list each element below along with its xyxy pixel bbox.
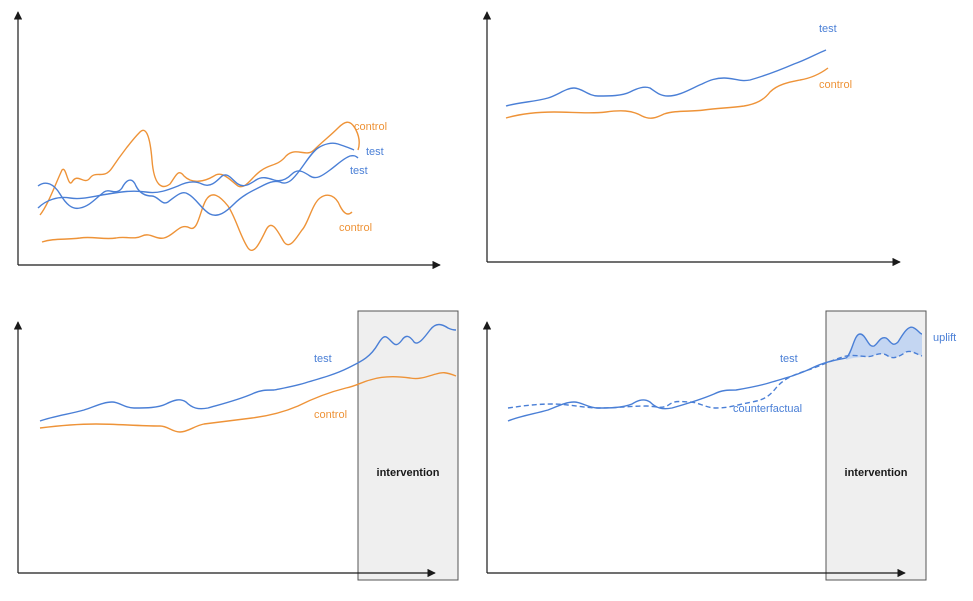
panel-2-label-test: test [819, 23, 837, 35]
panel-1-test-line-a [37, 142, 355, 216]
panel-4-counterfactual-line [507, 350, 923, 409]
panel-2: test control [482, 11, 901, 267]
panel-2-control-line [505, 67, 829, 119]
panel-1-label-test-b: test [350, 165, 368, 177]
panel-1-label-test-a: test [366, 146, 384, 158]
panel-1-label-control-bottom: control [339, 222, 372, 234]
panel-4-label-test: test [780, 353, 798, 365]
panel-1-test-line-b [37, 154, 359, 209]
panel-2-test-line [505, 49, 827, 107]
panel-1: control test test control [13, 11, 441, 270]
panel-3-control-line [39, 371, 457, 433]
panel-1-control-line-bottom [41, 194, 353, 251]
panel-3-label-control: control [314, 409, 347, 421]
panel-4-test-line [507, 326, 923, 422]
panel-1-label-control-top: control [354, 121, 387, 133]
panel-3-intervention-box [357, 310, 459, 581]
panel-4-label-intervention: intervention [845, 467, 908, 479]
panel-3-label-intervention: intervention [377, 467, 440, 479]
panel-4-label-counterfactual: counterfactual [733, 403, 802, 415]
panel-4: intervention test counterfactual uplift [482, 310, 956, 581]
panel-4-label-uplift: uplift [933, 332, 956, 344]
panel-3-test-line [39, 323, 457, 422]
panel-1-control-line-top [39, 121, 361, 216]
panel-2-label-control: control [819, 79, 852, 91]
panel-3: intervention test control [13, 310, 459, 581]
panel-4-intervention-box [825, 310, 927, 581]
panel-3-label-test: test [314, 353, 332, 365]
